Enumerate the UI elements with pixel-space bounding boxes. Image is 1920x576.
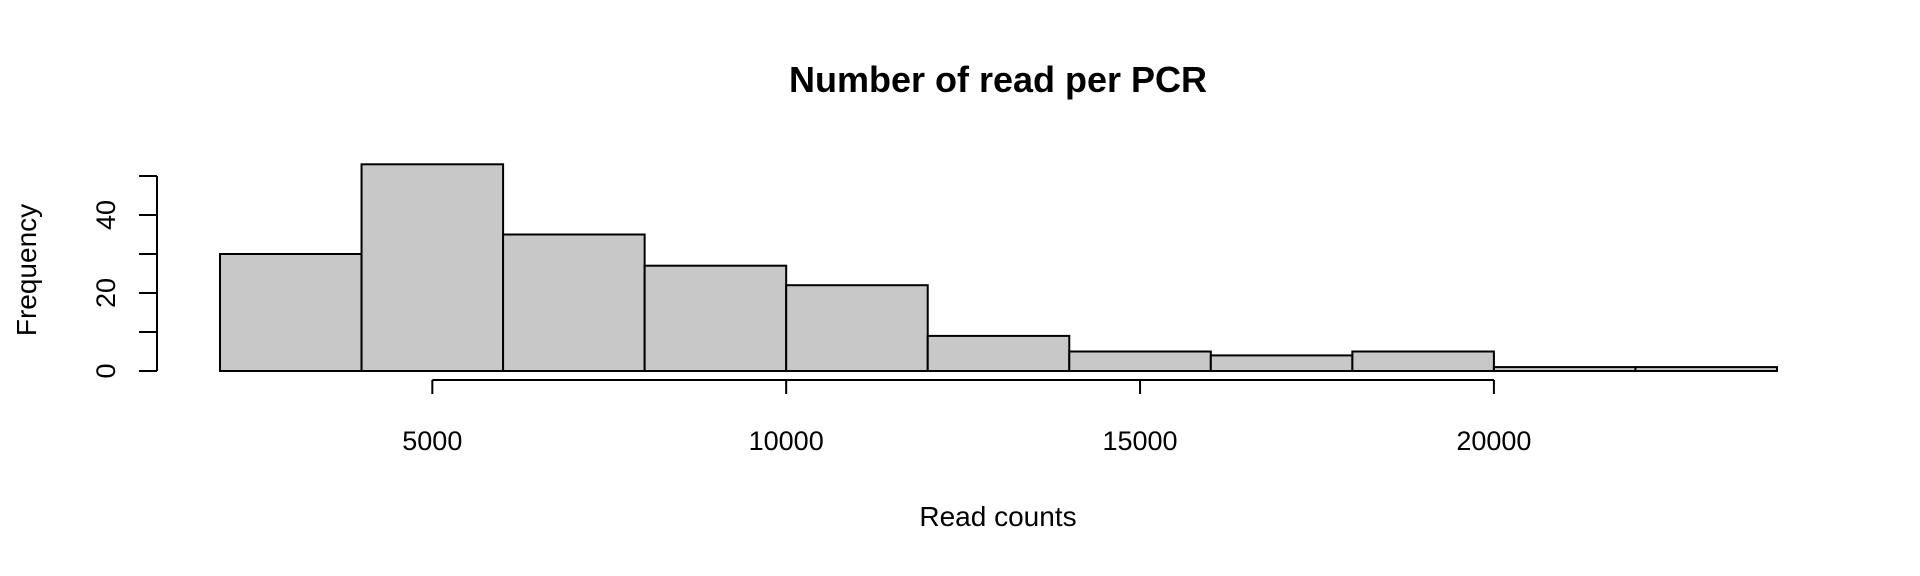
histogram-bar: [1634, 366, 1779, 373]
y-axis-label: Frequency: [11, 204, 42, 336]
histogram-bar: [502, 233, 646, 372]
x-axis-label: Read counts: [919, 501, 1076, 532]
histogram-bar: [1492, 366, 1637, 373]
histogram-bar: [643, 264, 788, 373]
histogram-bar: [926, 334, 1071, 372]
histogram-bar: [1068, 350, 1212, 372]
histogram-bar: [1209, 354, 1354, 372]
x-tick-label: 20000: [1456, 426, 1531, 456]
bars-group: [219, 163, 1779, 373]
x-axis: 5000 10000 15000 20000: [402, 379, 1531, 456]
y-tick-label: 0: [91, 363, 121, 378]
x-tick-label: 10000: [749, 426, 824, 456]
histogram-bar: [785, 284, 929, 373]
y-axis: 0 20 40: [91, 175, 158, 379]
y-tick-label: 20: [91, 278, 121, 308]
histogram-bar: [360, 163, 505, 372]
histogram-bar: [1351, 350, 1495, 372]
histogram-bar: [219, 253, 363, 372]
y-tick-label: 40: [91, 200, 121, 230]
x-tick-label: 15000: [1102, 426, 1177, 456]
chart-title: Number of read per PCR: [789, 59, 1207, 100]
x-tick-label: 5000: [402, 426, 462, 456]
